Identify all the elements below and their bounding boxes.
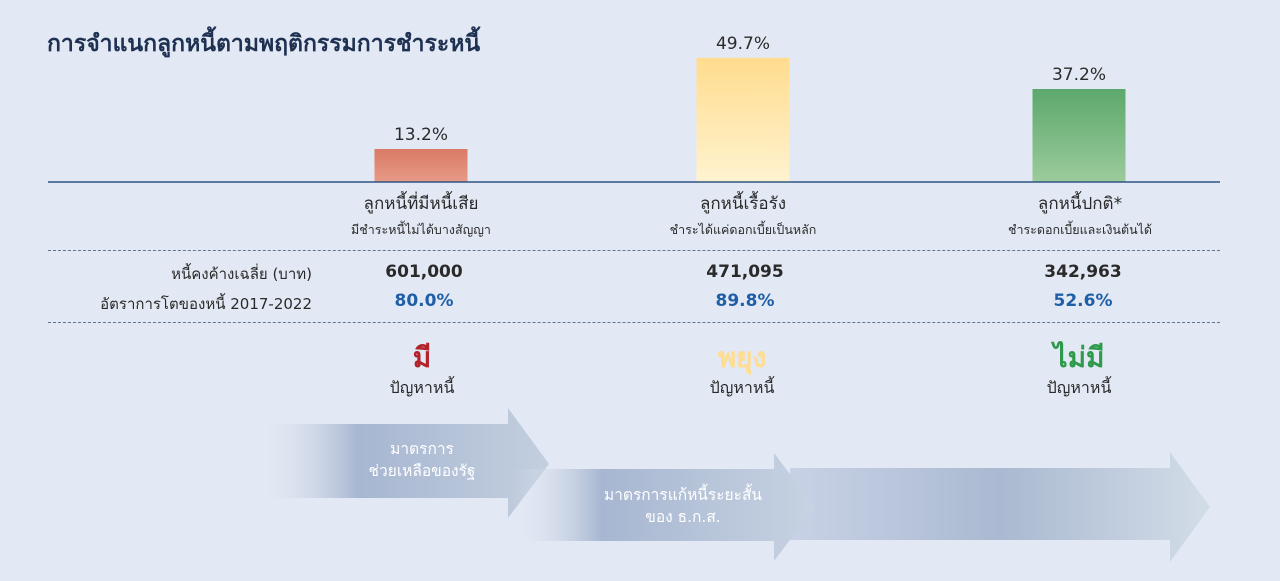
arrow-baac-line1: มาตรการแก้หนี้ระยะสั้น <box>603 486 763 504</box>
status-sub-label: ปัญหาหนี้ <box>1046 378 1112 397</box>
bar-value-label: 49.7% <box>716 34 770 54</box>
growth-value: 52.6% <box>1053 291 1113 311</box>
row-label-growth: อัตราการโตของหนี้ 2017-2022 <box>100 295 312 313</box>
bar-1 <box>696 57 790 182</box>
arrow-long-term <box>790 452 1210 562</box>
arrow-gov-measures <box>255 408 549 518</box>
row-label-outstanding: หนี้คงค้างเฉลี่ย (บาท) <box>171 265 312 283</box>
outstanding-value: 342,963 <box>1044 262 1122 282</box>
category-label-chronic: ลูกหนี้เรื้อรัง <box>699 194 787 214</box>
category-desc-chronic: ชำระได้แค่ดอกเบี้ยเป็นหลัก <box>669 222 817 237</box>
arrow-baac-measures <box>510 453 815 561</box>
divider-top <box>48 250 1220 251</box>
status-word-sustaining: พยุง <box>717 341 767 374</box>
arrow-baac-line2: ของ ธ.ก.ส. <box>645 508 721 526</box>
status-sub-label: ปัญหาหนี้ <box>709 378 775 397</box>
arrow-baac-text: มาตรการแก้หนี้ระยะสั้น ของ ธ.ก.ส. <box>604 484 762 528</box>
growth-value: 89.8% <box>715 291 775 311</box>
status-word-has-problem: มี <box>412 341 432 374</box>
bar-value-label: 37.2% <box>1052 65 1106 85</box>
category-desc-bad-debt: มีชำระหนี้ไม่ได้บางสัญญา <box>351 222 491 237</box>
arrow-gov-line1: มาตรการ <box>390 440 454 458</box>
outstanding-value: 471,095 <box>706 262 784 282</box>
page-title: การจำแนกลูกหนี้ตามพฤติกรรมการชำระหนี้ <box>47 31 481 57</box>
divider-bottom <box>48 322 1220 323</box>
outstanding-value: 601,000 <box>385 262 463 282</box>
bar-2 <box>1032 89 1126 182</box>
arrow-gov-line2: ช่วยเหลือของรัฐ <box>368 462 476 480</box>
status-word-no-problem: ไม่มี <box>1053 341 1105 374</box>
category-label-normal: ลูกหนี้ปกติ* <box>1037 194 1123 214</box>
category-desc-normal: ชำระดอกเบี้ยและเงินต้นได้ <box>1007 222 1153 237</box>
bar-chart: 13.2% 49.7% 37.2% <box>48 34 1220 183</box>
bar-value-label: 13.2% <box>394 125 448 145</box>
category-label-bad-debt: ลูกหนี้ที่มีหนี้เสีย <box>363 194 479 214</box>
arrow-gov-text: มาตรการ ช่วยเหลือของรัฐ <box>369 438 476 482</box>
status-sub-label: ปัญหาหนี้ <box>389 378 455 397</box>
growth-value: 80.0% <box>394 291 454 311</box>
bar-0 <box>374 149 468 182</box>
